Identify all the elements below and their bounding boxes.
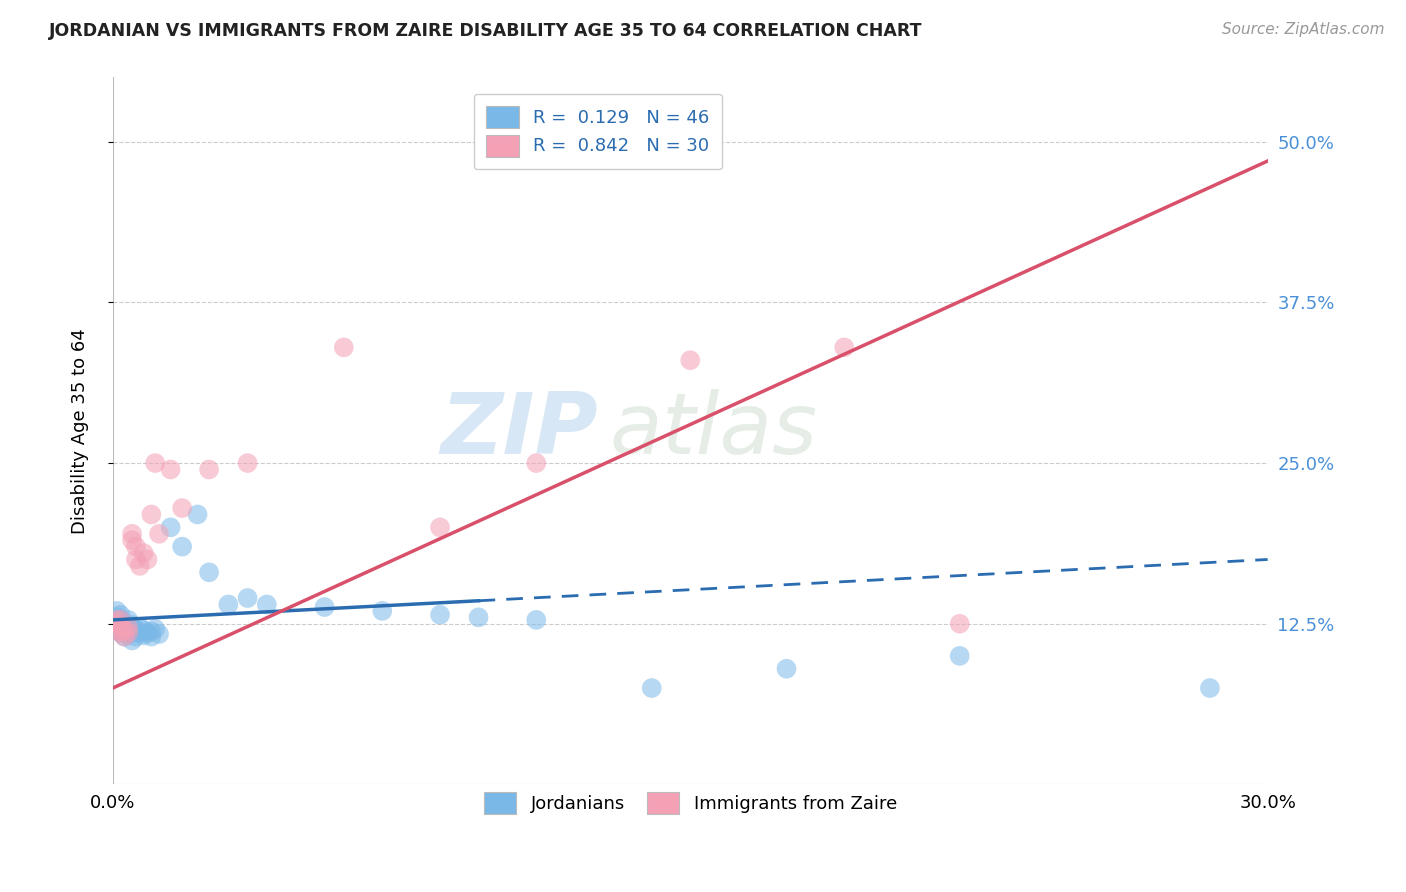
Point [314,600,336,615]
Point [524,456,547,470]
Point [143,456,166,470]
Point [143,622,166,636]
Point [128,625,150,640]
Point [117,621,139,635]
Point [112,623,135,637]
Legend: Jordanians, Immigrants from Zaire: Jordanians, Immigrants from Zaire [472,781,908,825]
Point [110,625,132,640]
Text: Source: ZipAtlas.com: Source: ZipAtlas.com [1222,22,1385,37]
Point [148,627,170,641]
Point [132,623,155,637]
Point [217,598,239,612]
Point [112,630,135,644]
Point [112,616,135,631]
Point [117,625,139,640]
Point [159,462,181,476]
Point [110,625,132,640]
Point [641,681,664,695]
Point [110,607,132,622]
Point [105,610,128,624]
Point [371,604,394,618]
Point [125,630,148,644]
Point [832,340,855,354]
Point [121,625,143,640]
Point [775,662,797,676]
Point [198,462,221,476]
Point [136,552,159,566]
Point [121,618,143,632]
Point [125,552,148,566]
Point [110,616,132,631]
Point [236,456,259,470]
Point [186,508,208,522]
Point [105,623,128,637]
Point [132,628,155,642]
Point [236,591,259,605]
Text: atlas: atlas [609,390,817,473]
Point [141,624,163,639]
Point [159,520,181,534]
Point [172,501,194,516]
Point [110,623,132,637]
Point [141,630,163,644]
Point [117,613,139,627]
Point [949,648,972,663]
Point [105,613,128,627]
Point [128,621,150,635]
Point [467,610,489,624]
Point [136,625,159,640]
Point [198,566,221,580]
Point [112,630,135,644]
Point [125,623,148,637]
Point [1199,681,1222,695]
Point [117,621,139,635]
Point [132,546,155,560]
Point [110,613,132,627]
Point [105,616,128,631]
Point [117,625,139,640]
Point [172,540,194,554]
Point [121,533,143,548]
Point [105,604,128,618]
Text: JORDANIAN VS IMMIGRANTS FROM ZAIRE DISABILITY AGE 35 TO 64 CORRELATION CHART: JORDANIAN VS IMMIGRANTS FROM ZAIRE DISAB… [49,22,922,40]
Point [256,598,278,612]
Point [105,623,128,637]
Point [333,340,356,354]
Point [110,613,132,627]
Point [429,607,451,622]
Point [121,526,143,541]
Point [148,526,170,541]
Point [105,613,128,627]
Point [429,520,451,534]
Point [141,508,163,522]
Point [949,616,972,631]
Point [121,633,143,648]
Point [128,558,150,573]
Text: ZIP: ZIP [440,390,598,473]
Point [105,616,128,631]
Point [679,353,702,368]
Y-axis label: Disability Age 35 to 64: Disability Age 35 to 64 [72,328,89,533]
Point [112,623,135,637]
Point [524,613,547,627]
Point [110,621,132,635]
Point [125,540,148,554]
